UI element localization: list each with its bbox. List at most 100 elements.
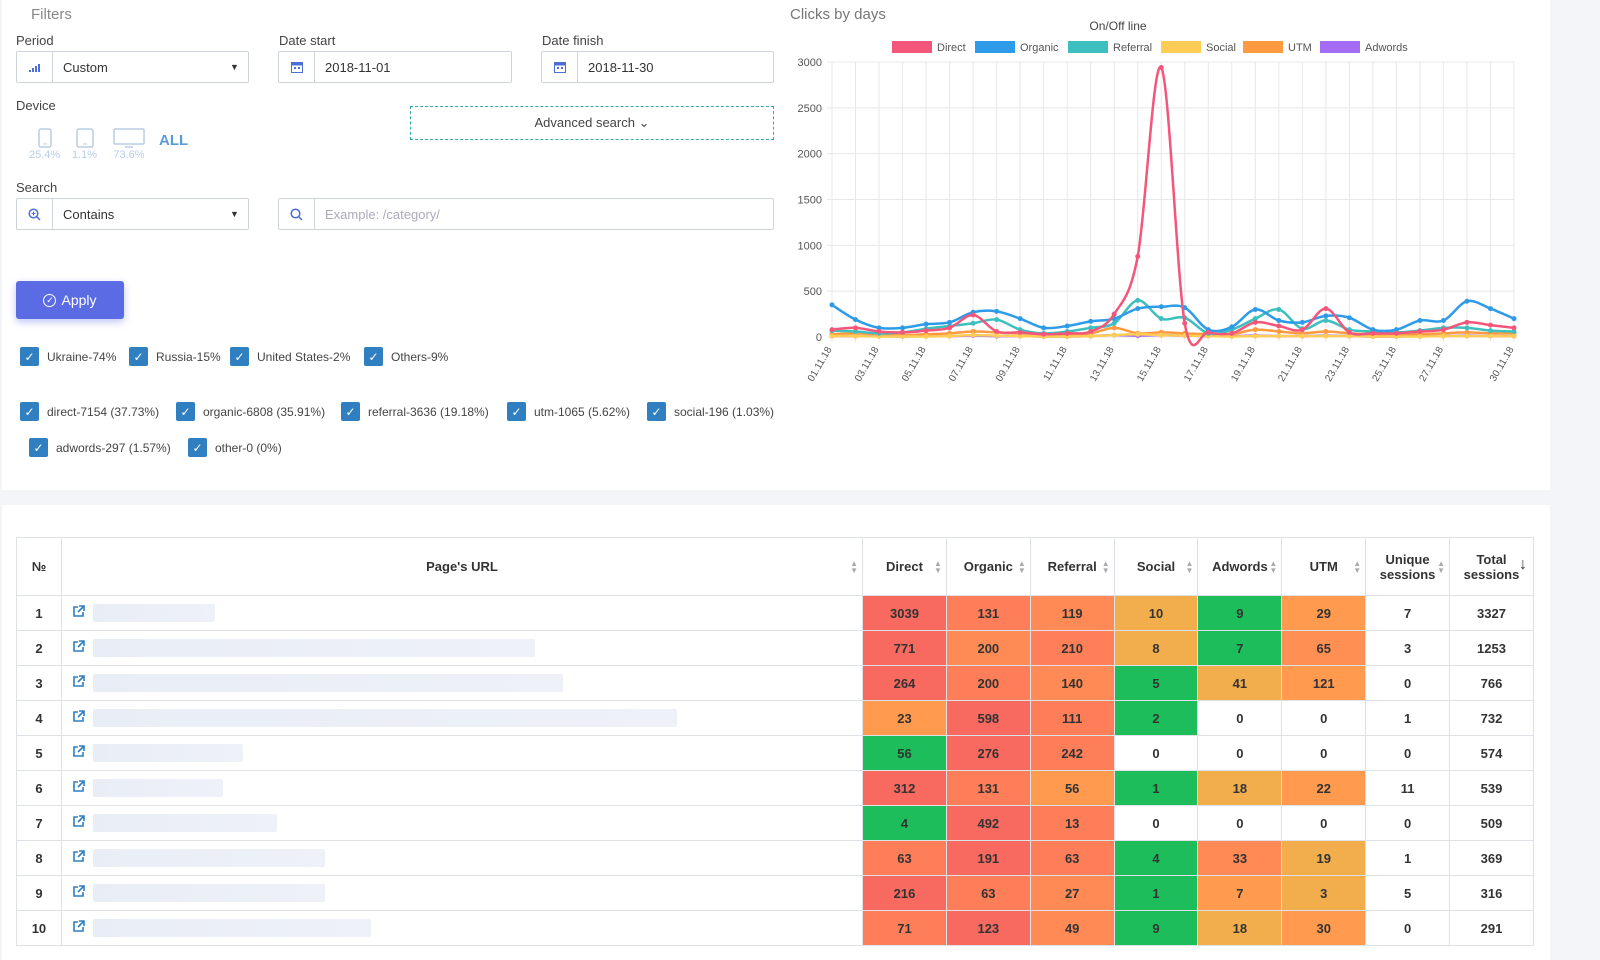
- column-header[interactable]: Organic ▲ ▼: [945, 537, 1031, 596]
- x-tick-label: 19.11.18: [1229, 345, 1258, 384]
- data-point: [1440, 333, 1446, 339]
- search-mode-select[interactable]: Contains ▼: [16, 198, 249, 230]
- data-point: [1464, 333, 1470, 339]
- metric-cell: 13: [1029, 805, 1115, 841]
- row-number: 1: [16, 595, 62, 631]
- country-checkbox[interactable]: ✓ Others-9%: [364, 347, 448, 366]
- metric-cell: 49: [1029, 910, 1115, 946]
- external-link-icon[interactable]: [72, 605, 85, 621]
- data-point: [1487, 306, 1493, 312]
- data-point: [1276, 307, 1282, 312]
- external-link-icon[interactable]: [72, 780, 85, 796]
- device-mobile[interactable]: 25.4%: [29, 128, 60, 161]
- country-checkbox[interactable]: ✓ United States-2%: [230, 347, 350, 366]
- x-tick-label: 17.11.18: [1182, 345, 1211, 384]
- device-desktop[interactable]: 73.6%: [113, 128, 145, 161]
- column-header[interactable]: Unique sessions ▲ ▼: [1365, 537, 1451, 596]
- data-point: [1064, 330, 1070, 336]
- external-link-icon[interactable]: [72, 640, 85, 656]
- x-tick-label: 23.11.18: [1323, 345, 1352, 384]
- table-row: 9 216 63 27 1 7 3 5 316: [16, 875, 1534, 911]
- country-checkbox[interactable]: ✓ Ukraine-74%: [20, 347, 116, 366]
- external-link-icon[interactable]: [72, 885, 85, 901]
- data-point: [1299, 333, 1305, 339]
- metric-cell: 8: [1113, 630, 1199, 666]
- date-finish-input[interactable]: 2018-11-30: [541, 51, 774, 83]
- table-body: 1 3039 131 119 10 9 29 7 3327 2 771 200 210 8 7 65 3 1253…: [16, 595, 1534, 946]
- metric-cell: 18: [1197, 770, 1283, 806]
- period-select[interactable]: Custom ▼: [16, 51, 249, 83]
- column-header[interactable]: Adwords ▲ ▼: [1197, 537, 1283, 596]
- column-header[interactable]: Page's URL ▲ ▼: [60, 537, 864, 596]
- metric-cell: 9: [1197, 595, 1283, 631]
- data-point: [900, 325, 906, 331]
- device-all-button[interactable]: ALL: [159, 132, 189, 149]
- data-point: [1370, 330, 1376, 336]
- date-start-input[interactable]: 2018-11-01: [278, 51, 512, 83]
- metric-cell: 3327: [1449, 595, 1534, 631]
- column-header[interactable]: Total sessions ↓: [1449, 537, 1534, 596]
- mobile-icon: [37, 128, 52, 148]
- external-link-icon[interactable]: [72, 745, 85, 761]
- data-point: [1323, 313, 1329, 319]
- source-checkbox[interactable]: ✓ other-0 (0%): [188, 438, 282, 457]
- data-point: [1323, 318, 1329, 323]
- search-icon: [279, 199, 315, 229]
- source-checkbox[interactable]: ✓ direct-7154 (37.73%): [20, 402, 159, 421]
- data-point: [970, 312, 976, 318]
- checkbox-checked-icon: ✓: [20, 347, 39, 366]
- source-checkbox[interactable]: ✓ adwords-297 (1.57%): [29, 438, 171, 457]
- apply-button[interactable]: ✓ Apply: [16, 281, 124, 319]
- source-checkbox[interactable]: ✓ utm-1065 (5.62%): [507, 402, 630, 421]
- country-checkbox[interactable]: ✓ Russia-15%: [129, 347, 221, 366]
- legend-swatch: [975, 41, 1015, 53]
- source-checkbox[interactable]: ✓ organic-6808 (35.91%): [176, 402, 325, 421]
- metric-cell: 23: [862, 700, 947, 736]
- column-header[interactable]: №: [16, 537, 62, 596]
- row-number: 8: [16, 840, 62, 876]
- sort-icon: ▲ ▼: [1101, 559, 1110, 575]
- column-header[interactable]: Direct ▲ ▼: [862, 537, 947, 596]
- column-header[interactable]: UTM ▲ ▼: [1281, 537, 1367, 596]
- data-point: [1276, 318, 1282, 323]
- x-tick-label: 11.11.18: [1042, 345, 1070, 383]
- search-label: Search: [16, 180, 58, 195]
- row-number: 7: [16, 805, 62, 841]
- source-checkbox[interactable]: ✓ social-196 (1.03%): [647, 402, 774, 421]
- row-number: 10: [16, 910, 62, 946]
- metric-cell: 0: [1365, 665, 1451, 701]
- metric-cell: 1253: [1449, 630, 1534, 666]
- legend-label: Referral: [1113, 42, 1152, 54]
- data-point: [970, 329, 976, 334]
- advanced-search-button[interactable]: Advanced search ⌄: [410, 106, 774, 140]
- data-point: [1111, 311, 1117, 317]
- metric-cell: 131: [945, 595, 1031, 631]
- data-point: [1276, 333, 1282, 339]
- table-row: 1 3039 131 119 10 9 29 7 3327: [16, 595, 1534, 631]
- external-link-icon[interactable]: [72, 675, 85, 691]
- external-link-icon[interactable]: [72, 920, 85, 936]
- external-link-icon[interactable]: [72, 850, 85, 866]
- chart-subtitle: On/Off line: [1089, 19, 1146, 33]
- device-tablet[interactable]: 1.1%: [72, 128, 97, 161]
- source-checkbox[interactable]: ✓ referral-3636 (19.18%): [341, 402, 489, 421]
- table-header-row: № Page's URL ▲ ▼ Direct ▲ ▼ Organic ▲ ▼ Referral ▲ ▼…: [16, 537, 1534, 596]
- column-header[interactable]: Referral ▲ ▼: [1029, 537, 1115, 596]
- redacted-url: [92, 639, 535, 657]
- metric-cell: 18: [1197, 910, 1283, 946]
- metric-cell: 0: [1281, 805, 1367, 841]
- data-point: [1205, 329, 1211, 335]
- data-point: [1111, 332, 1117, 338]
- x-tick-label: 01.11.18: [806, 345, 835, 384]
- metric-cell: 0: [1365, 735, 1451, 771]
- data-point: [923, 328, 929, 334]
- search-input[interactable]: Example: /category/: [278, 198, 774, 230]
- data-point: [829, 327, 835, 333]
- data-point: [1393, 330, 1399, 336]
- data-point: [1417, 334, 1423, 340]
- data-point: [1182, 320, 1188, 326]
- column-header[interactable]: Social ▲ ▼: [1113, 537, 1199, 596]
- external-link-icon[interactable]: [72, 815, 85, 831]
- row-number: 6: [16, 770, 62, 806]
- external-link-icon[interactable]: [72, 710, 85, 726]
